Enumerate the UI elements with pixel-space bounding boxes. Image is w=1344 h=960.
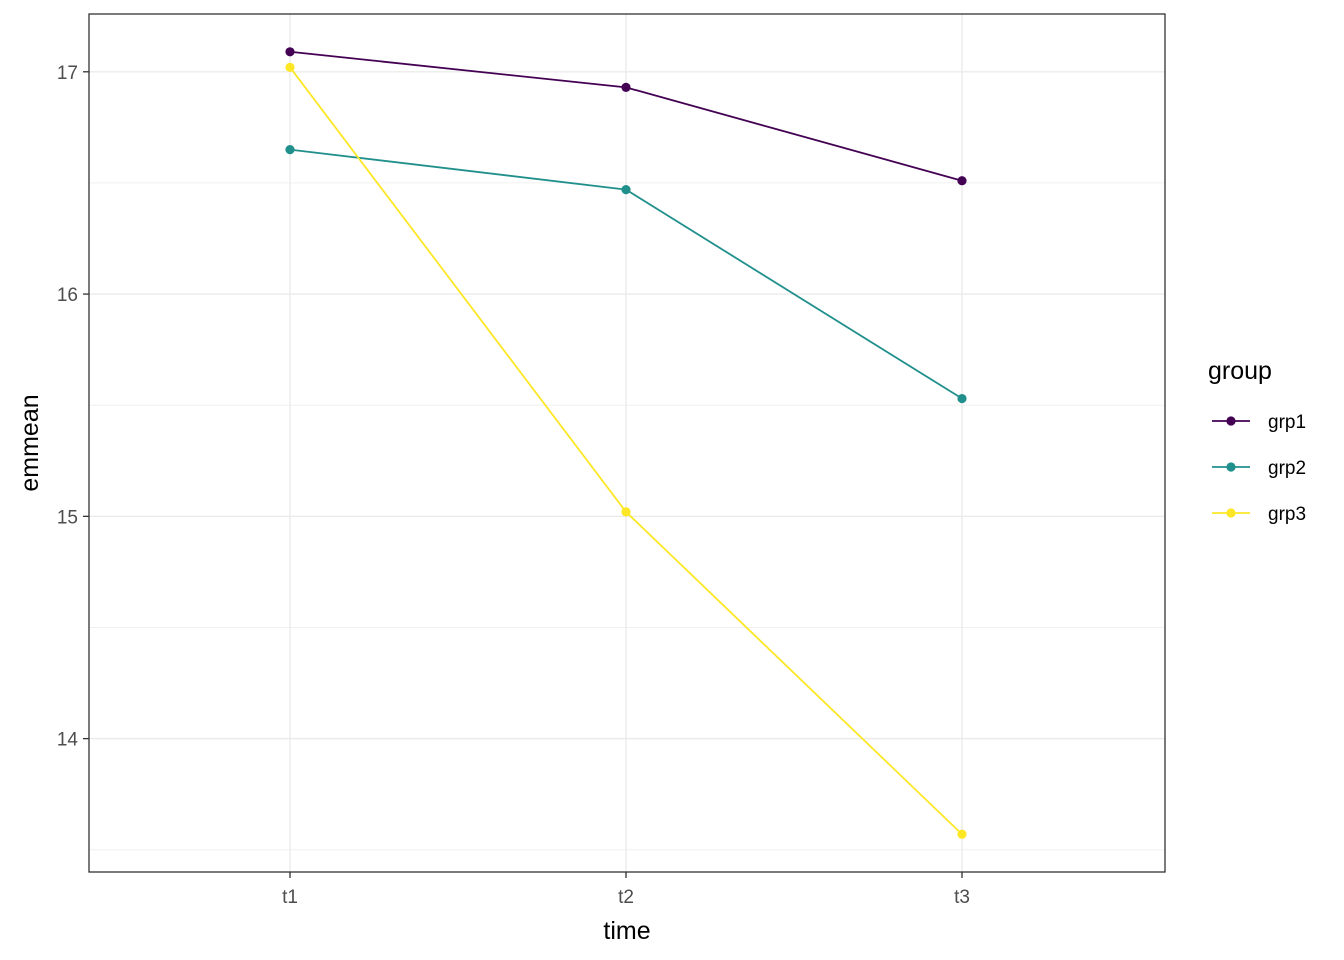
y-axis-title: emmean	[16, 394, 44, 491]
data-point-grp1-t1	[285, 47, 295, 57]
y-tick-label: 14	[57, 730, 79, 751]
series-points	[285, 47, 967, 839]
y-tick-label: 17	[57, 63, 78, 84]
legend-label-grp2: grp2	[1268, 458, 1306, 479]
data-point-grp1-t3	[957, 176, 967, 186]
data-point-grp3-t3	[957, 829, 967, 839]
legend-key-point-grp3	[1226, 508, 1236, 518]
data-point-grp3-t1	[285, 62, 295, 72]
y-axis: 14 15 16 17	[57, 63, 89, 751]
data-point-grp2-t2	[621, 185, 631, 195]
plot-panel	[89, 14, 1165, 872]
legend-label-grp3: grp3	[1268, 504, 1306, 525]
legend-title: group	[1208, 357, 1272, 385]
legend-key-point-grp2	[1226, 462, 1236, 472]
x-tick-label: t2	[618, 887, 634, 908]
x-tick-label: t1	[282, 887, 298, 908]
data-point-grp3-t2	[621, 507, 631, 517]
minor-gridlines	[89, 182, 1165, 851]
legend-key-point-grp1	[1226, 416, 1236, 426]
data-point-grp2-t3	[957, 393, 967, 404]
y-tick-label: 15	[57, 507, 78, 528]
y-tick-label: 16	[57, 285, 78, 306]
x-axis: t1 t2 t3	[282, 872, 970, 908]
plot-panel-border	[88, 13, 1166, 873]
x-axis-title: time	[603, 917, 650, 945]
legend-label-grp1: grp1	[1268, 412, 1306, 433]
x-tick-label: t3	[954, 887, 970, 908]
data-point-grp2-t1	[285, 144, 295, 155]
data-point-grp1-t2	[621, 82, 631, 92]
legend: group grp1 grp2 grp3	[1208, 357, 1306, 525]
